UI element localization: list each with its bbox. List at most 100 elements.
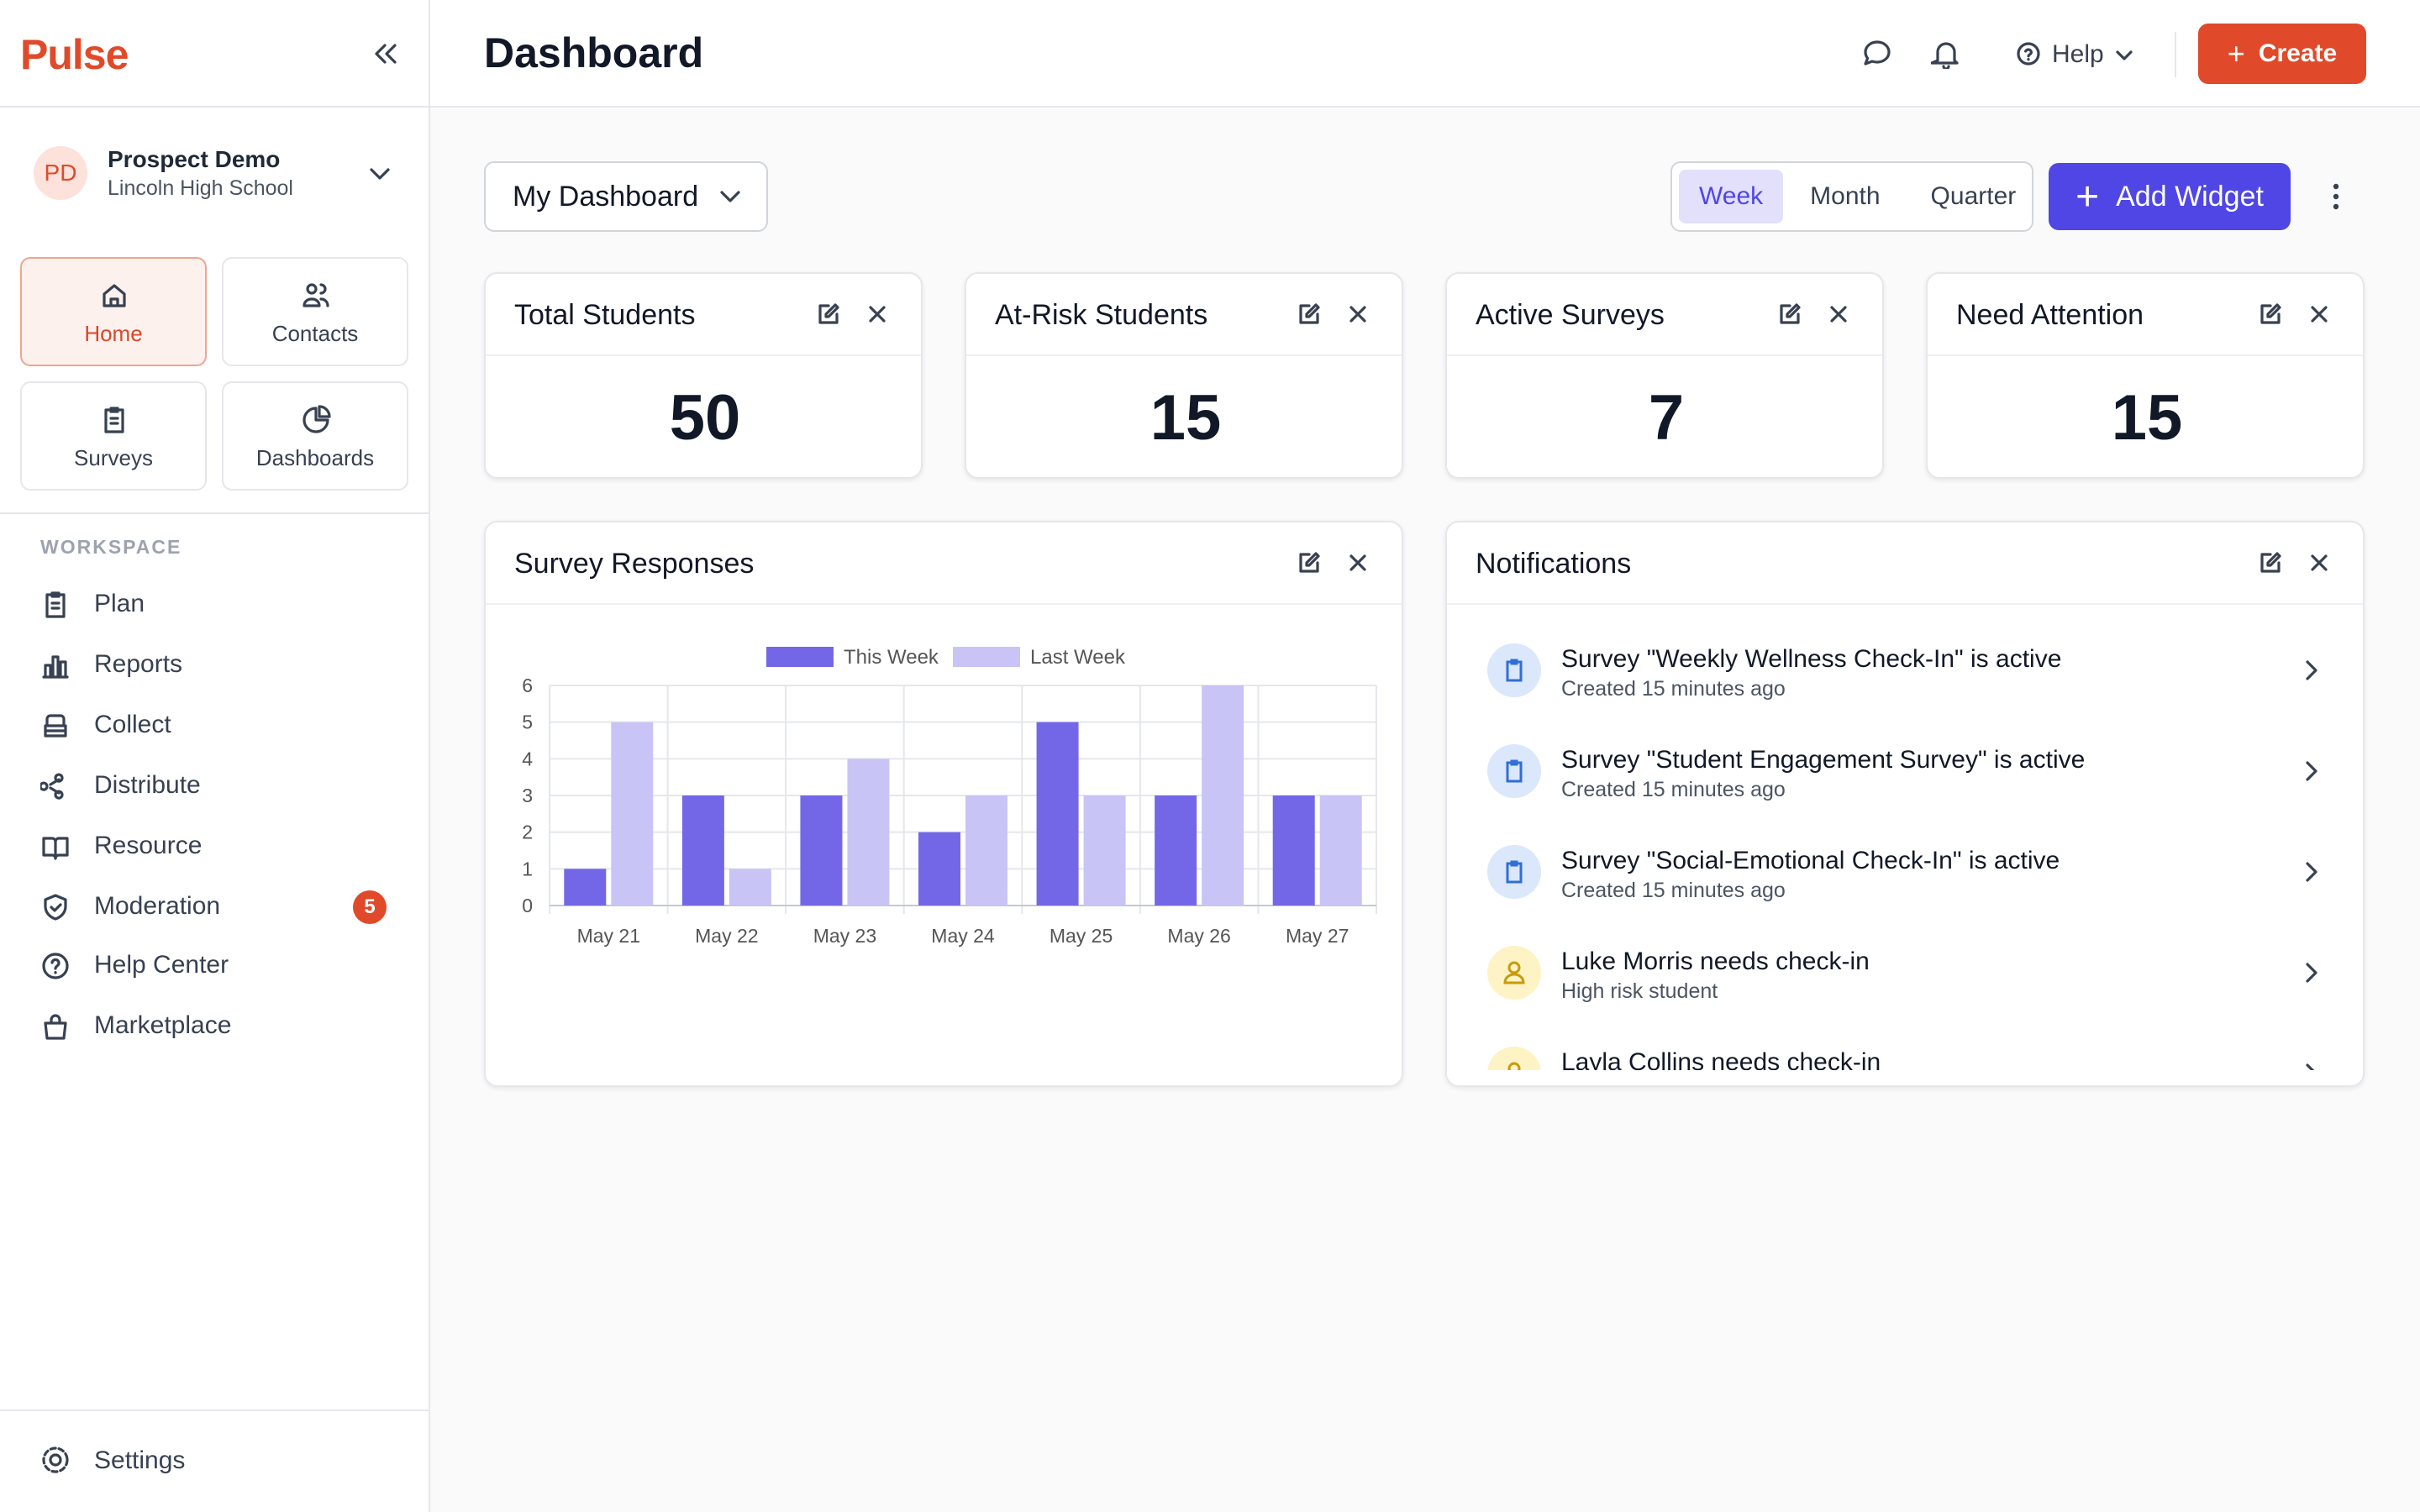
stat-widget: Need Attention 15 xyxy=(1926,272,2365,479)
bar xyxy=(1319,795,1362,906)
divider xyxy=(1928,354,2363,356)
logo: Pulse xyxy=(20,31,129,78)
notification-title: Survey "Weekly Wellness Check-In" is act… xyxy=(1561,645,2062,673)
legend-label: This Week xyxy=(844,646,939,669)
edit-button[interactable] xyxy=(1297,302,1321,326)
period-option[interactable]: Month xyxy=(1810,182,1881,210)
menu-item[interactable]: Collect xyxy=(94,711,171,738)
menu-icon xyxy=(44,1014,67,1040)
bar xyxy=(1036,722,1079,906)
tile-label: Surveys xyxy=(74,445,153,470)
bar xyxy=(1155,795,1197,906)
chevron xyxy=(720,191,740,202)
menu-item[interactable]: Distribute xyxy=(94,771,201,799)
add-widget-button[interactable]: + Add Widget xyxy=(2049,163,2291,230)
profile-school: Lincoln High School xyxy=(108,176,293,200)
menu-item[interactable]: Help Center xyxy=(94,951,229,979)
widget-title: At-Risk Students xyxy=(995,299,1208,331)
bar xyxy=(1202,685,1244,906)
chat-button[interactable] xyxy=(1862,39,1892,69)
close-button[interactable] xyxy=(2307,302,2331,326)
icon xyxy=(1506,860,1523,884)
notification-title: Survey "Social-Emotional Check-In" is ac… xyxy=(1561,847,2060,874)
help-chevron xyxy=(2116,50,2133,60)
menu-item[interactable]: Reports xyxy=(94,650,183,678)
profile-toggle[interactable] xyxy=(368,161,392,185)
notification-list: Survey "Weekly Wellness Check-In" is act… xyxy=(1447,605,2363,1070)
legend-swatch xyxy=(953,647,1020,667)
stat-widget: Active Surveys 7 xyxy=(1445,272,1884,479)
notification-item[interactable]: Luke Morris needs check-in High risk stud… xyxy=(1447,939,2363,1023)
divider xyxy=(486,354,921,356)
close-button[interactable] xyxy=(1827,302,1850,326)
menu-item[interactable]: Plan xyxy=(94,590,145,617)
more-button[interactable] xyxy=(2323,181,2349,212)
bar xyxy=(918,832,960,906)
notification-subtitle: Created 15 minutes ago xyxy=(1561,879,1786,902)
bar xyxy=(564,869,607,906)
widget-title: Notifications xyxy=(1476,548,1632,580)
notification-item[interactable]: Layla Collins needs check-in xyxy=(1447,1040,2363,1070)
notification-icon xyxy=(1487,744,1541,798)
tile-label: Home xyxy=(84,321,143,346)
menu-item[interactable]: Resource xyxy=(94,832,203,859)
edit-button[interactable] xyxy=(1778,302,1802,326)
icon xyxy=(1506,759,1523,783)
edit-button[interactable] xyxy=(2259,551,2282,575)
y-tick-label: 0 xyxy=(522,895,533,916)
menu-icon xyxy=(44,894,67,921)
stat-value: 15 xyxy=(1150,382,1222,454)
y-tick-label: 1 xyxy=(522,858,533,879)
notification-item[interactable]: Survey "Student Engagement Survey" is ac… xyxy=(1447,738,2363,822)
bar-chart: 0 1 2 3 4 5 6 May 21 May 22 May 23 May 24 May 25 May… xyxy=(522,646,1377,947)
page-title: Dashboard xyxy=(484,29,704,76)
x-tick-label: May 27 xyxy=(1286,925,1349,947)
close-button[interactable] xyxy=(2307,551,2331,575)
bar xyxy=(681,795,724,906)
collapse-button[interactable] xyxy=(371,40,398,67)
x-tick-label: May 21 xyxy=(577,925,640,947)
notification-icon xyxy=(1487,946,1541,1000)
tile-icon xyxy=(302,405,331,433)
edit-button[interactable] xyxy=(1297,551,1321,575)
bar xyxy=(847,759,890,906)
menu-icon xyxy=(44,714,67,738)
create-button[interactable]: + Create xyxy=(2198,24,2366,84)
notification-item[interactable]: Survey "Weekly Wellness Check-In" is act… xyxy=(1447,637,2363,721)
notification-item[interactable]: Survey "Social-Emotional Check-In" is ac… xyxy=(1447,838,2363,922)
settings-icon xyxy=(42,1446,69,1473)
menu-icon xyxy=(42,837,69,860)
period-option[interactable]: Quarter xyxy=(1930,182,2017,210)
topbar xyxy=(430,0,2420,108)
settings-link[interactable]: Settings xyxy=(94,1446,186,1474)
nav-tile[interactable]: Home xyxy=(20,257,207,366)
stat-value: 50 xyxy=(669,382,741,454)
period-option[interactable]: Week xyxy=(1679,170,1784,223)
x-tick-label: May 24 xyxy=(931,925,995,947)
nav-tile[interactable]: Surveys xyxy=(20,381,207,491)
dashboard-select[interactable]: My Dashboard xyxy=(484,161,768,232)
menu-item[interactable]: Marketplace xyxy=(94,1011,232,1039)
bar xyxy=(800,795,843,906)
widget-title: Survey Responses xyxy=(514,548,755,580)
divider xyxy=(2175,32,2176,77)
nav-tile[interactable]: Contacts xyxy=(222,257,408,366)
icon xyxy=(1507,1062,1521,1070)
divider xyxy=(0,1410,429,1411)
y-tick-label: 4 xyxy=(522,748,533,769)
help-menu[interactable]: Help xyxy=(2052,40,2104,68)
nav-tile[interactable]: Dashboards xyxy=(222,381,408,491)
close-button[interactable] xyxy=(865,302,889,326)
section-label: WORKSPACE xyxy=(40,536,182,558)
close-button[interactable] xyxy=(1346,551,1370,575)
chevron xyxy=(2306,1063,2315,1070)
edit-button[interactable] xyxy=(817,302,840,326)
divider xyxy=(966,354,1402,356)
close-button[interactable] xyxy=(1346,302,1370,326)
edit-button[interactable] xyxy=(2259,302,2282,326)
divider xyxy=(0,512,429,514)
notifications-button[interactable] xyxy=(1931,39,1961,69)
period-toggle: Week Month Quarter xyxy=(1670,161,2033,232)
menu-item[interactable]: Moderation xyxy=(94,892,221,920)
